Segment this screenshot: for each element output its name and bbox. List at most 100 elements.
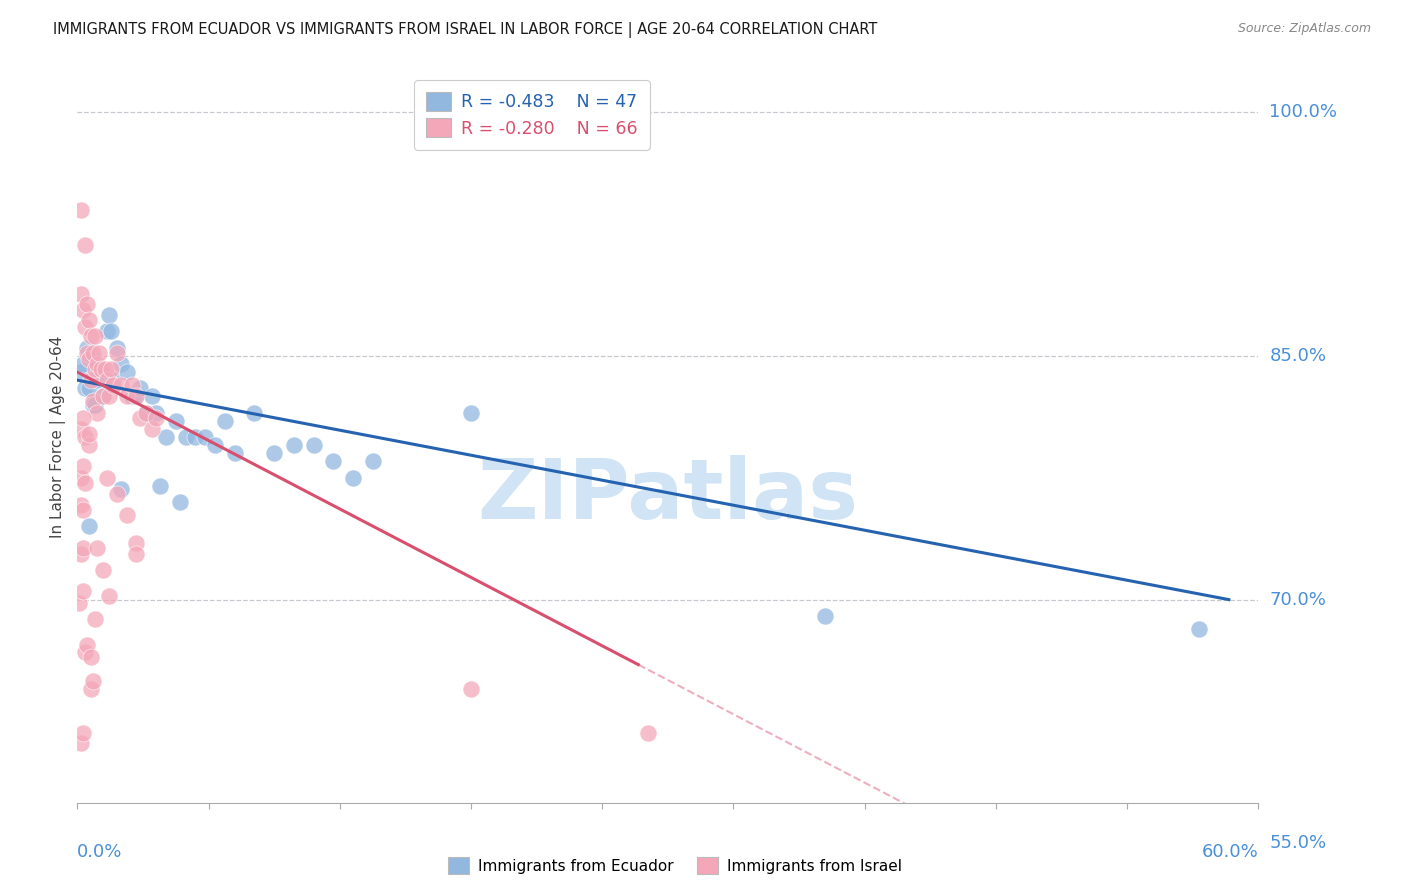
Point bbox=[100, 361, 122, 376]
Point bbox=[141, 389, 163, 403]
Point bbox=[84, 612, 107, 626]
Point bbox=[72, 726, 94, 740]
Point bbox=[86, 541, 108, 555]
Point bbox=[110, 378, 132, 392]
Point bbox=[77, 426, 100, 441]
Point bbox=[135, 406, 157, 420]
Point bbox=[70, 547, 93, 561]
Text: 55.0%: 55.0% bbox=[1270, 834, 1327, 853]
Point bbox=[263, 446, 285, 460]
Point bbox=[77, 438, 100, 452]
Point bbox=[76, 297, 98, 311]
Point bbox=[72, 459, 94, 474]
Point bbox=[94, 361, 117, 376]
Point bbox=[90, 365, 112, 379]
Point bbox=[77, 381, 100, 395]
Point bbox=[80, 329, 103, 343]
Point bbox=[115, 389, 138, 403]
Point bbox=[105, 487, 128, 501]
Point bbox=[283, 438, 305, 452]
Point bbox=[460, 406, 482, 420]
Point bbox=[87, 345, 110, 359]
Point bbox=[169, 495, 191, 509]
Point bbox=[70, 471, 93, 485]
Point bbox=[302, 438, 325, 452]
Point bbox=[76, 345, 98, 359]
Point bbox=[80, 649, 103, 664]
Point bbox=[135, 406, 157, 420]
Point bbox=[77, 313, 100, 327]
Point bbox=[129, 381, 152, 395]
Text: IMMIGRANTS FROM ECUADOR VS IMMIGRANTS FROM ISRAEL IN LABOR FORCE | AGE 20-64 COR: IMMIGRANTS FROM ECUADOR VS IMMIGRANTS FR… bbox=[53, 22, 877, 38]
Point bbox=[76, 638, 98, 652]
Point bbox=[90, 361, 112, 376]
Point bbox=[96, 471, 118, 485]
Text: 100.0%: 100.0% bbox=[1270, 103, 1337, 121]
Point bbox=[101, 373, 124, 387]
Point bbox=[72, 410, 94, 425]
Point bbox=[82, 398, 104, 412]
Point bbox=[70, 499, 93, 513]
Point bbox=[125, 389, 148, 403]
Point bbox=[82, 394, 104, 409]
Point bbox=[149, 479, 172, 493]
Point bbox=[637, 726, 659, 740]
Point bbox=[322, 454, 344, 468]
Point bbox=[84, 398, 107, 412]
Point bbox=[72, 503, 94, 517]
Point bbox=[105, 345, 128, 359]
Point bbox=[91, 389, 114, 403]
Point bbox=[70, 422, 93, 436]
Point bbox=[460, 681, 482, 696]
Point bbox=[141, 422, 163, 436]
Point bbox=[86, 406, 108, 420]
Point bbox=[91, 563, 114, 577]
Point bbox=[145, 410, 167, 425]
Point bbox=[72, 584, 94, 599]
Point bbox=[115, 365, 138, 379]
Point bbox=[72, 541, 94, 555]
Point bbox=[82, 345, 104, 359]
Point bbox=[75, 238, 97, 252]
Point bbox=[72, 303, 94, 318]
Point bbox=[1188, 622, 1211, 636]
Point bbox=[125, 389, 148, 403]
Point bbox=[224, 446, 246, 460]
Point bbox=[75, 430, 97, 444]
Point bbox=[80, 681, 103, 696]
Point bbox=[91, 389, 114, 403]
Point bbox=[84, 329, 107, 343]
Point bbox=[361, 454, 384, 468]
Point bbox=[97, 308, 120, 322]
Text: Source: ZipAtlas.com: Source: ZipAtlas.com bbox=[1237, 22, 1371, 36]
Text: 85.0%: 85.0% bbox=[1270, 347, 1326, 365]
Point bbox=[165, 414, 187, 428]
Point bbox=[97, 389, 120, 403]
Point bbox=[184, 430, 207, 444]
Point bbox=[80, 349, 103, 363]
Point bbox=[96, 325, 118, 339]
Point bbox=[121, 378, 143, 392]
Text: 0.0%: 0.0% bbox=[77, 843, 122, 861]
Point bbox=[125, 535, 148, 549]
Point bbox=[77, 352, 100, 367]
Point bbox=[96, 373, 118, 387]
Point bbox=[97, 590, 120, 604]
Point bbox=[75, 381, 97, 395]
Point bbox=[70, 736, 93, 750]
Point bbox=[194, 430, 217, 444]
Legend: R = -0.483    N = 47, R = -0.280    N = 66: R = -0.483 N = 47, R = -0.280 N = 66 bbox=[415, 80, 650, 150]
Text: 60.0%: 60.0% bbox=[1202, 843, 1258, 861]
Point bbox=[155, 430, 177, 444]
Point bbox=[101, 378, 124, 392]
Point bbox=[121, 389, 143, 403]
Text: 70.0%: 70.0% bbox=[1270, 591, 1326, 608]
Point bbox=[86, 373, 108, 387]
Y-axis label: In Labor Force | Age 20-64: In Labor Force | Age 20-64 bbox=[51, 336, 66, 538]
Point bbox=[80, 373, 103, 387]
Point bbox=[243, 406, 266, 420]
Point bbox=[70, 202, 93, 217]
Legend: Immigrants from Ecuador, Immigrants from Israel: Immigrants from Ecuador, Immigrants from… bbox=[441, 851, 908, 880]
Point bbox=[86, 357, 108, 371]
Point bbox=[145, 406, 167, 420]
